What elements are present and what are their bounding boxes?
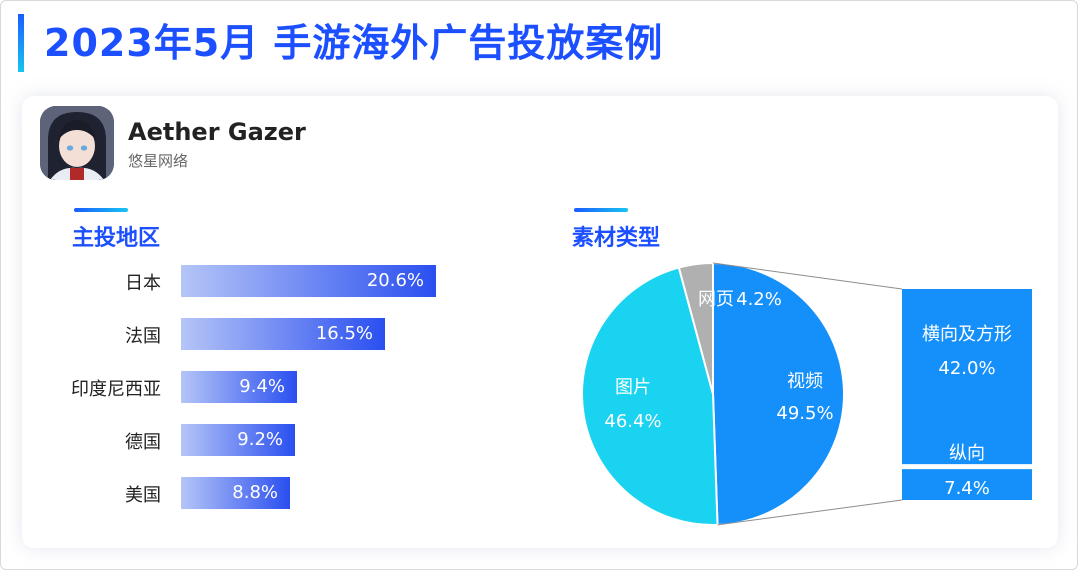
bar: 9.4% (181, 371, 297, 403)
bar-value-label: 9.2% (237, 429, 283, 450)
breakdown-connector-line (712, 262, 903, 290)
bar-value-label: 8.8% (232, 482, 278, 503)
region-section-accent (74, 208, 128, 212)
bar-category-label: 印度尼西亚 (71, 379, 161, 400)
pie-slice-value-label: 46.4% (604, 411, 661, 432)
bar-value-label: 9.4% (239, 376, 285, 397)
pie-slice-value-label: 49.5% (776, 403, 833, 424)
region-section-title: 主投地区 (72, 226, 161, 251)
pie-slice-label: 网页 (698, 289, 734, 310)
material-section-accent (574, 208, 628, 212)
breakdown-segment-label: 横向及方形 (922, 324, 1012, 345)
bar: 20.6% (181, 265, 436, 297)
pie-slice (712, 261, 845, 526)
bar-value-label: 20.6% (366, 270, 424, 291)
pie-slice (677, 261, 714, 395)
breakdown-bar-segment (902, 469, 1032, 500)
material-section-title: 素材类型 (572, 226, 661, 251)
breakdown-connector-line (717, 499, 903, 526)
bar: 9.2% (181, 424, 295, 456)
breakdown-segment-value-label: 42.0% (938, 358, 995, 379)
pie-slice-value-label: 4.2% (736, 289, 782, 310)
breakdown-bar-segment (902, 289, 1032, 465)
bar-category-label: 法国 (125, 326, 161, 347)
pie-slice-label: 视频 (787, 371, 823, 392)
breakdown-segment-label: 纵向 (949, 443, 985, 464)
app-developer: 悠星网络 (128, 152, 189, 170)
bar-category-label: 美国 (125, 485, 161, 506)
breakdown-segment-value-label: 7.4% (944, 478, 990, 499)
pie-slice (581, 266, 719, 526)
bar-value-label: 16.5% (315, 323, 373, 344)
app-name: Aether Gazer (128, 118, 306, 146)
pie-slice-label: 图片 (615, 377, 651, 398)
avatar-art (40, 106, 114, 180)
title-accent-bar (18, 14, 24, 72)
bar: 16.5% (181, 318, 385, 350)
bar-category-label: 日本 (125, 273, 161, 294)
page-title: 2023年5月 手游海外广告投放案例 (44, 21, 664, 65)
bar: 8.8% (181, 477, 290, 509)
game-character-avatar-icon (40, 106, 114, 180)
bar-category-label: 德国 (125, 432, 161, 453)
